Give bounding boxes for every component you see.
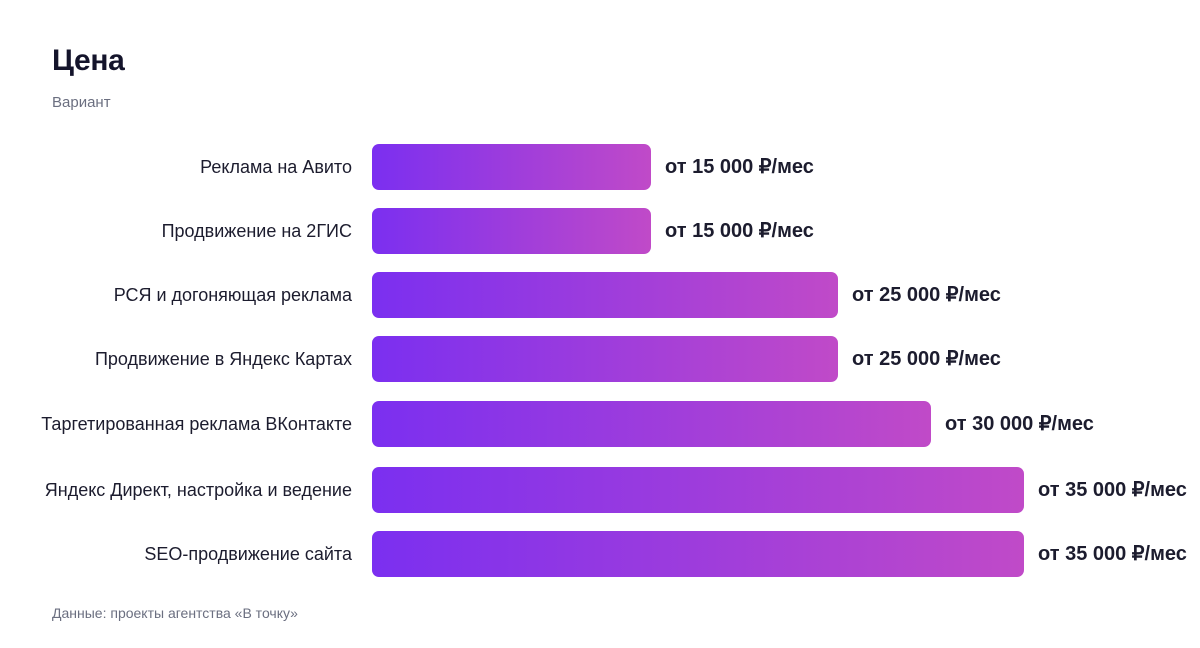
bar xyxy=(372,208,651,254)
value-label: от 15 000 ₽/мес xyxy=(665,156,814,178)
value-label: от 35 000 ₽/мес xyxy=(1038,543,1187,565)
value-label: от 35 000 ₽/мес xyxy=(1038,479,1187,501)
category-label: Яндекс Директ, настройка и ведение xyxy=(44,480,352,500)
value-label: от 15 000 ₽/мес xyxy=(665,220,814,242)
chart-title: Цена xyxy=(52,44,125,77)
bar xyxy=(372,467,1024,513)
chart-subtitle: Вариант xyxy=(52,94,111,111)
value-label: от 30 000 ₽/мес xyxy=(945,413,1094,435)
category-label: РСЯ и догоняющая реклама xyxy=(113,285,352,305)
bar xyxy=(372,272,838,318)
bar xyxy=(372,336,838,382)
category-label: SEO-продвижение сайта xyxy=(144,544,352,564)
value-label: от 25 000 ₽/мес xyxy=(852,348,1001,370)
data-source-note: Данные: проекты агентства «В точку» xyxy=(52,605,298,621)
category-label: Реклама на Авито xyxy=(200,157,352,177)
bar xyxy=(372,401,931,447)
value-label: от 25 000 ₽/мес xyxy=(852,284,1001,306)
bar xyxy=(372,144,651,190)
category-label: Таргетированная реклама ВКонтакте xyxy=(41,414,352,434)
bar xyxy=(372,531,1024,577)
category-label: Продвижение на 2ГИС xyxy=(161,221,352,241)
category-label: Продвижение в Яндекс Картах xyxy=(94,349,352,369)
